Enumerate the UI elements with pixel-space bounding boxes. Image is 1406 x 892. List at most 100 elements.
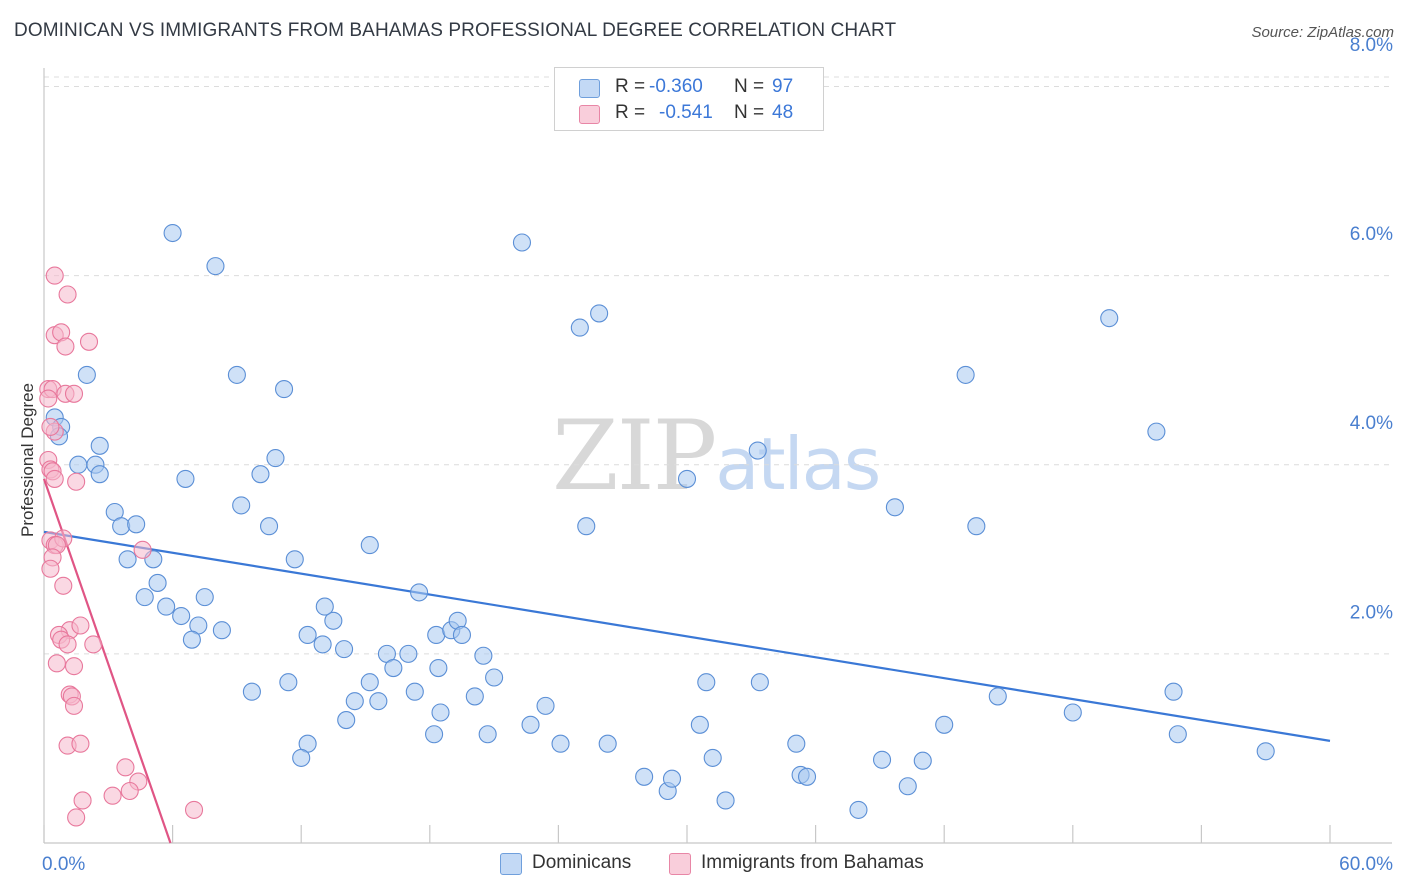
dominican-point <box>127 515 146 534</box>
dominican-point <box>577 517 596 536</box>
dominican-point <box>251 465 270 484</box>
dominican-point <box>182 630 201 649</box>
correlation-legend: R = -0.360 N = 97 R = -0.541 N = 48 <box>554 67 824 131</box>
dominican-point <box>429 658 448 678</box>
axes <box>43 68 1392 844</box>
dominican-point <box>690 715 709 734</box>
watermark-zip: ZIP <box>552 400 717 512</box>
dominican-point <box>885 498 904 517</box>
dominican-point <box>212 621 231 640</box>
legend-swatch-bahamas <box>579 105 600 124</box>
dominican-point <box>512 233 532 252</box>
dominican-point <box>279 673 298 692</box>
dominican-point <box>285 550 304 569</box>
bahamas-point <box>73 791 92 810</box>
bahamas-point <box>58 635 77 654</box>
bahamas-point <box>67 472 86 491</box>
data-points <box>39 223 1275 827</box>
dominican-point <box>1063 703 1082 722</box>
dominican-point <box>485 668 504 687</box>
dominican-point <box>324 611 343 630</box>
dominican-point <box>345 692 364 711</box>
dominican-point <box>750 673 769 692</box>
trend-lines <box>42 478 1331 844</box>
dominican-point <box>77 365 96 384</box>
legend-n-value: 48 <box>772 102 794 123</box>
dominican-point <box>988 687 1007 706</box>
bahamas-point <box>64 384 84 403</box>
dominican-point <box>399 644 418 663</box>
dominican-point <box>292 748 311 767</box>
dominican-point <box>570 318 589 337</box>
dominican-point <box>172 606 191 626</box>
dominican-point <box>598 734 617 753</box>
dominican-point <box>431 703 450 722</box>
bahamas-point <box>45 469 64 488</box>
dominican-point <box>259 517 279 536</box>
dominican-point <box>787 734 806 753</box>
bahamas-point <box>41 559 60 578</box>
legend-r-label: R = <box>615 76 646 97</box>
dominican-point <box>315 597 334 616</box>
dominican-point <box>465 687 484 706</box>
dominican-point <box>360 673 379 692</box>
bahamas-point <box>67 808 86 827</box>
dominican-point <box>956 365 975 384</box>
dominican-point <box>536 696 555 715</box>
chart-title: DOMINICAN VS IMMIGRANTS FROM BAHAMAS PRO… <box>14 20 897 41</box>
bahamas-point <box>56 337 75 356</box>
x-tick-label: 60.0% <box>1339 854 1393 875</box>
dominican-point <box>521 715 540 734</box>
dominican-point <box>112 517 131 536</box>
bottom-legend-swatch-dominicans <box>500 853 522 875</box>
dominican-point <box>135 588 154 607</box>
dominican-point <box>337 711 356 730</box>
dominican-point <box>425 725 444 744</box>
dominican-point <box>677 469 697 488</box>
dominican-point <box>298 625 317 645</box>
bottom-legend-label-bahamas: Immigrants from Bahamas <box>701 852 924 873</box>
dominican-point <box>1256 742 1275 761</box>
bahamas-point <box>133 540 152 559</box>
dominican-point <box>369 692 388 711</box>
y-tick-label: 8.0% <box>1350 35 1393 56</box>
dominican-point <box>266 449 285 468</box>
dominican-point <box>427 625 446 645</box>
y-tick-label: 6.0% <box>1350 224 1393 245</box>
dominican-point <box>384 658 403 678</box>
dominican-point <box>872 750 892 769</box>
dominican-point <box>410 583 429 602</box>
dominican-point <box>90 436 109 455</box>
dominican-point <box>474 646 493 665</box>
dominican-point <box>1100 309 1119 328</box>
dominican-point <box>313 635 332 654</box>
x-tick-labels: 0.0% 60.0% <box>42 854 1393 875</box>
legend-r-value: -0.360 <box>649 76 703 97</box>
bahamas-point <box>84 635 103 654</box>
dominican-point <box>360 536 379 555</box>
y-tick-label: 2.0% <box>1350 602 1393 623</box>
dominican-point <box>335 640 354 659</box>
dominican-point <box>935 715 954 734</box>
dominican-point <box>148 573 167 592</box>
chart-source: Source: ZipAtlas.com <box>1251 24 1394 41</box>
watermark: ZIPatlas <box>552 400 881 512</box>
dominican-point <box>118 550 137 569</box>
dominican-point <box>1164 682 1183 701</box>
bahamas-point <box>120 781 139 801</box>
dominican-point <box>69 455 88 474</box>
legend-swatch-dominicans <box>579 79 600 98</box>
bahamas-point <box>184 800 204 819</box>
y-tick-labels: 2.0% 4.0% 6.0% 8.0% <box>1350 35 1393 623</box>
watermark-atlas: atlas <box>715 422 881 506</box>
bahamas-point <box>58 285 77 304</box>
bahamas-point <box>64 657 84 676</box>
dominican-point <box>551 734 570 753</box>
bahamas-point <box>54 576 73 595</box>
bahamas-point <box>45 266 64 285</box>
bahamas-point <box>71 734 90 753</box>
bahamas-point <box>103 786 122 805</box>
dominican-point <box>849 800 868 819</box>
legend-r-value: -0.541 <box>659 102 713 123</box>
